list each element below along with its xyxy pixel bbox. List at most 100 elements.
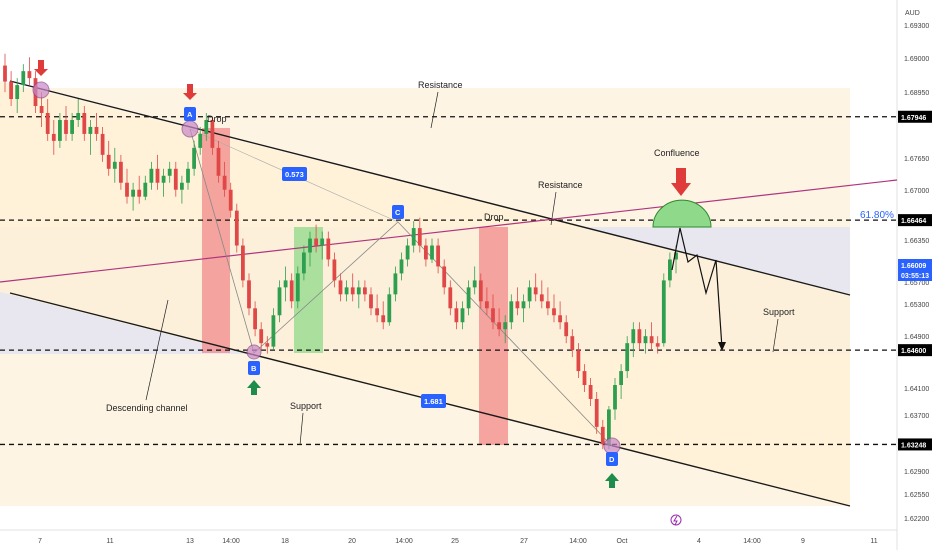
support-pointer-right: [772, 318, 779, 353]
candle-body: [308, 238, 312, 253]
time-tick-label: Oct: [617, 538, 628, 545]
candle-body: [27, 71, 32, 79]
price-tick-label: 1.68950: [904, 90, 929, 97]
price-axis-badges: 1.67946 1.66464 1.64600 1.63248: [898, 110, 932, 451]
down-arrow-icon: [34, 60, 48, 76]
price-level-badge: [898, 110, 932, 123]
candle-body: [259, 329, 264, 344]
resistance-label-mid: Resistance: [538, 180, 583, 190]
candle-body: [558, 315, 562, 323]
candle-body: [253, 308, 257, 330]
time-tick-label: 14:00: [395, 538, 413, 545]
down-arrow-icon: [183, 84, 197, 100]
lightning-icon[interactable]: [670, 514, 682, 526]
price-tick-label: 1.62550: [904, 492, 929, 499]
candle-body: [82, 112, 87, 134]
time-axis-ticks: 7 11 13 14:00 18 20 14:00 25 27 14:00 Oct 4 14:00 9 11: [38, 538, 878, 545]
candle-body: [39, 106, 44, 113]
candle-body: [241, 245, 245, 281]
candle-body: [497, 322, 501, 330]
confluence-label: Confluence: [654, 148, 700, 158]
candle-body: [643, 336, 648, 344]
candle-body: [527, 287, 532, 302]
candle-body: [283, 280, 288, 288]
point-a-badge: A: [184, 107, 196, 121]
candle-body: [210, 119, 215, 148]
candle-body: [64, 119, 68, 134]
time-tick-label: 20: [348, 538, 356, 545]
candle-body: [363, 287, 367, 295]
time-tick-label: 11: [106, 538, 113, 545]
candle-body: [533, 287, 538, 295]
candle-body: [88, 126, 93, 134]
drop-box-1: [202, 128, 230, 353]
candle-body: [167, 168, 172, 176]
candle-body: [216, 147, 221, 176]
svg-text:0.573: 0.573: [285, 170, 304, 179]
up-arrow-icon: [605, 473, 619, 488]
candle-body: [503, 322, 508, 330]
candle-body: [234, 210, 239, 246]
price-tick-label: 1.64100: [904, 386, 929, 393]
rising-trendline: [0, 179, 898, 283]
candle-body: [442, 266, 447, 288]
time-tick-label: 4: [697, 538, 701, 545]
price-level-badge-label: 1.63248: [901, 442, 926, 449]
candle-body: [76, 112, 81, 120]
candle-body: [125, 182, 129, 197]
time-tick-label: 11: [870, 538, 877, 545]
time-tick-label: 14:00: [569, 538, 587, 545]
candle-body: [149, 168, 154, 183]
candle-body: [228, 189, 233, 211]
price-level-badge: [898, 438, 932, 451]
candle-body: [405, 245, 410, 260]
candle-body: [289, 280, 294, 302]
candle-body: [491, 308, 495, 323]
candle-body: [649, 336, 654, 344]
candle-body: [625, 343, 630, 372]
confluence-arrow-icon: [671, 168, 691, 196]
price-tick-label: 1.67650: [904, 156, 929, 163]
candle-body: [564, 322, 569, 337]
candle-body: [173, 168, 178, 190]
candle-body: [369, 294, 373, 309]
svg-text:1.66009: 1.66009: [901, 263, 926, 270]
price-tick-label: 1.62900: [904, 469, 929, 476]
candle-body: [411, 228, 416, 246]
candle-body: [302, 252, 306, 274]
price-tick-label: 1.67000: [904, 188, 929, 195]
candle-body: [381, 315, 386, 323]
ratio-cd-badge: 1.681: [421, 394, 446, 408]
candle-body: [460, 308, 465, 323]
fib-label: 61.80%: [860, 210, 894, 221]
candle-body: [594, 398, 599, 427]
pivot-marker-b: [246, 344, 262, 360]
candle-body: [607, 409, 611, 445]
price-tick-label: 1.69300: [904, 23, 929, 30]
candle-body: [436, 245, 440, 267]
price-tick-label: 1.64900: [904, 334, 929, 341]
candle-body: [619, 371, 623, 386]
price-tick-label: 1.66350: [904, 238, 929, 245]
candle-body: [387, 294, 392, 323]
descending-channel-label: Descending channel: [106, 403, 188, 413]
time-tick-label: 27: [520, 538, 528, 545]
ratio-bc-badge: 0.573: [282, 167, 307, 181]
candle-body: [674, 252, 678, 260]
price-tick-label: 1.65700: [904, 280, 929, 287]
candle-body: [509, 301, 514, 323]
price-axis-ticks: 1.69300 1.69000 1.68950 1.67650 1.67000 1.663…: [904, 23, 929, 523]
support-label-mid: Support: [290, 401, 322, 411]
projection-arrowhead: [718, 342, 726, 351]
currency-label: AUD: [905, 10, 920, 17]
time-tick-label: 7: [38, 538, 42, 545]
candle-body: [344, 287, 349, 295]
time-tick-label: 18: [281, 538, 289, 545]
candle-body: [247, 280, 251, 309]
point-d-badge: D: [606, 452, 618, 466]
candle-body: [271, 315, 276, 347]
candle-body: [417, 228, 422, 246]
candle-body: [314, 238, 318, 246]
price-tick-label: 1.65300: [904, 302, 929, 309]
